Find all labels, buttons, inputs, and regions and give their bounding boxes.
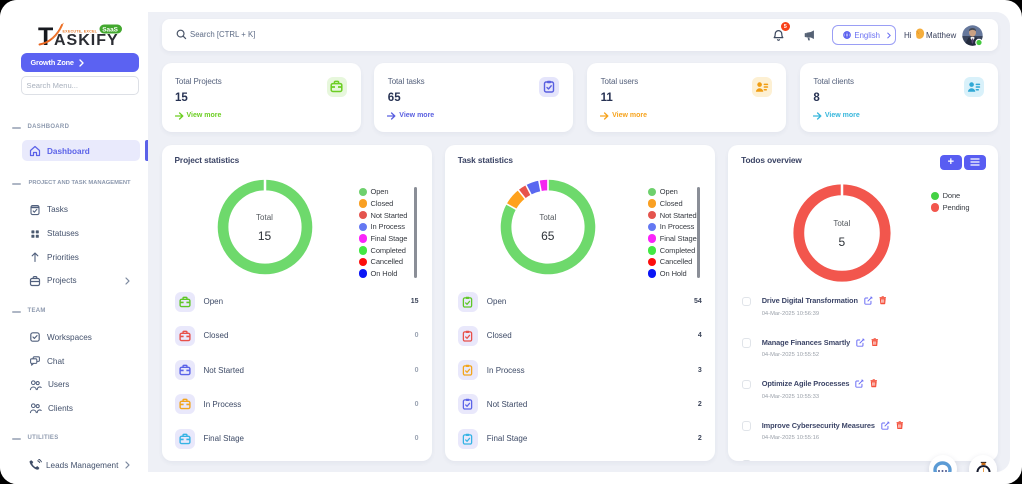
svg-text:ASKIFY: ASKIFY (54, 32, 119, 48)
svg-text:EXECUTE, EXCEL: EXECUTE, EXCEL (63, 30, 98, 34)
svg-text:SaaS: SaaS (102, 26, 118, 33)
